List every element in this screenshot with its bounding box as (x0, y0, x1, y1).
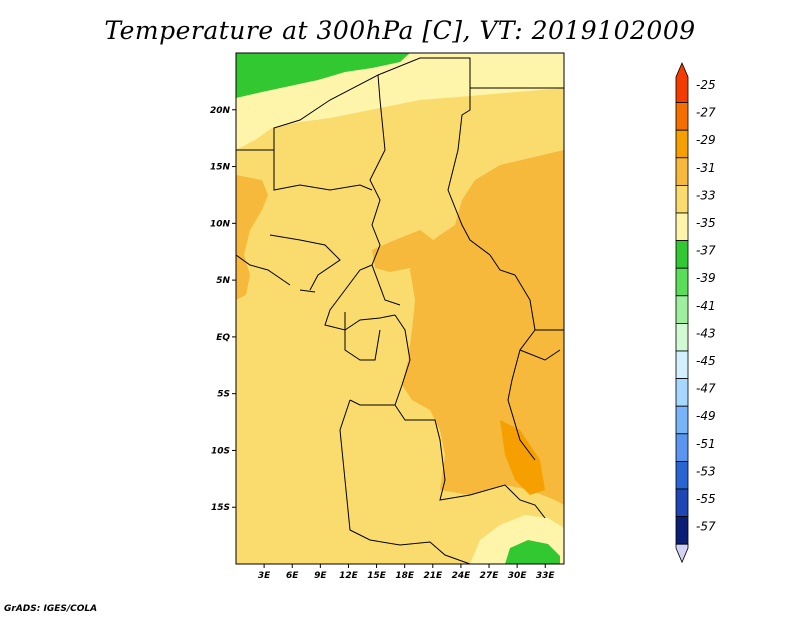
grads-credit: GrADS: IGES/COLA (4, 604, 98, 614)
warm-region-central (372, 230, 445, 275)
colorbar-box (675, 157, 689, 186)
lon-tick-label: 24E (452, 571, 472, 581)
colorbar-label: -47 (696, 382, 716, 396)
colorbar-label: -25 (696, 78, 716, 92)
lon-tick-label: 33E (536, 571, 556, 581)
colorbar-box (675, 102, 689, 131)
colorbar-box (675, 433, 689, 462)
lat-tick-label: 5N (216, 276, 230, 286)
colorbar-label: -33 (696, 188, 716, 202)
lon-tick-label: 6E (286, 571, 299, 581)
map-frame (235, 52, 565, 565)
colorbar-box (675, 488, 689, 518)
lat-tick-label: 5S (217, 390, 230, 400)
colorbar-label: -53 (696, 464, 716, 478)
cold-region-north (236, 53, 410, 98)
colorbar-label: -45 (696, 354, 716, 368)
colorbar-box (675, 61, 689, 103)
colorbar-label: -29 (696, 133, 716, 147)
lon-tick-label: 12E (339, 571, 359, 581)
colorbar-box (675, 129, 689, 159)
temperature-field (236, 53, 564, 564)
colorbar-box (675, 184, 689, 214)
warm-region-east (402, 150, 564, 505)
lat-tick-label: 15S (211, 503, 230, 513)
colorbar-box (675, 212, 689, 242)
lat-tick-label: EQ (216, 333, 230, 343)
lat-tick-label: 20N (210, 106, 231, 116)
lon-tick-label: 27E (480, 571, 500, 581)
warm-region-west (236, 175, 268, 300)
colorbar-label: -49 (696, 409, 716, 423)
lon-tick-label: 30E (508, 571, 528, 581)
colorbar-box (675, 267, 689, 297)
warmer-region-east (500, 420, 545, 495)
colorbar-label: -31 (696, 161, 716, 175)
colorbar-label: -57 (696, 520, 716, 534)
colorbar-label: -55 (696, 492, 716, 506)
colorbar-label: -39 (696, 271, 716, 285)
country-borders (236, 57, 564, 564)
colorbar-box (675, 378, 689, 407)
colorbar-box (675, 516, 689, 545)
latitude-axis: 20N 15N 10N 5N EQ 5S 10S 15S (210, 106, 236, 513)
colorbar-boxes (675, 61, 689, 564)
colorbar-box (675, 322, 689, 352)
lon-tick-label: 3E (258, 571, 271, 581)
colorbar-label: -43 (696, 326, 716, 340)
colorbar-box (675, 405, 689, 435)
lat-tick-label: 10N (210, 219, 231, 229)
colorbar-label: -37 (696, 244, 716, 258)
colorbar-labels: -25 -27 -29 -31 -33 -35 -37 -39 -41 -43 -45 -47 -49 -… (696, 78, 716, 534)
cold-region-south (505, 540, 560, 564)
colorbar-box (675, 295, 689, 324)
longitude-axis: 3E 6E 9E 12E 15E 18E 21E 24E 27E 30E 33E (258, 564, 556, 581)
lat-tick-label: 15N (210, 163, 231, 173)
colorbar-label: -35 (696, 216, 716, 230)
colorbar-label: -41 (696, 299, 716, 313)
colorbar-box (675, 543, 689, 564)
map-title: Temperature at 300hPa [C], VT: 201910200… (104, 16, 696, 45)
lat-tick-label: 10S (211, 446, 230, 456)
colorbar-label: -51 (696, 437, 716, 451)
colorbar-label: -27 (696, 106, 716, 120)
lon-tick-label: 21E (423, 571, 443, 581)
lon-tick-label: 9E (314, 571, 327, 581)
colorbar-box (675, 350, 689, 380)
colorbar-box (675, 460, 689, 490)
lon-tick-label: 18E (395, 571, 415, 581)
lon-tick-label: 15E (367, 571, 387, 581)
colorbar-box (675, 240, 689, 269)
